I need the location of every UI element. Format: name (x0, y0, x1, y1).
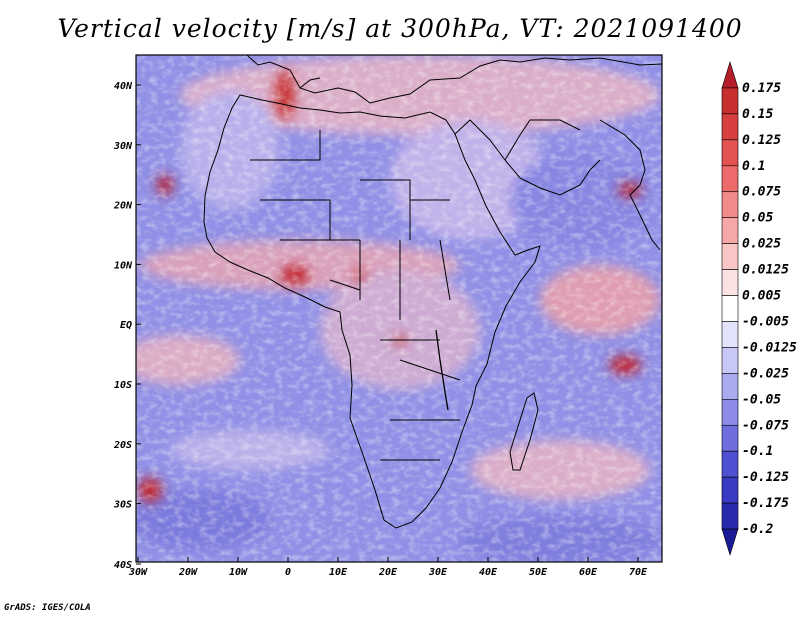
colorbar-label: -0.075 (742, 418, 789, 433)
lon-tick-label: 60E (579, 567, 598, 578)
lat-tick-label: 30S (113, 500, 132, 511)
lon-tick-label: 30W (128, 567, 148, 578)
lat-tick-label: 30N (113, 141, 133, 152)
colorbar: 0.175 0.15 0.125 0.1 0.075 0.05 0.025 0.0125 0.0… (721, 60, 797, 557)
colorbar-segment (721, 373, 739, 400)
colorbar-segment (721, 113, 739, 141)
lon-tick-label: 40E (479, 567, 498, 578)
lon-tick-label: 20W (178, 567, 198, 578)
longitude-axis: 30W 20W 10W 0 10E 20E 30E 40E 50E 60E 70E (128, 557, 648, 578)
lat-tick-label: EQ (120, 320, 132, 331)
colorbar-segment (721, 321, 739, 348)
colorbar-label: -0.2 (742, 522, 773, 537)
chart-title: Vertical velocity [m/s] at 300hPa, VT: 2… (57, 14, 743, 43)
coastlines (203, 55, 662, 529)
colorbar-segment (721, 269, 739, 296)
colorbar-label: 0.15 (742, 107, 773, 122)
colorbar-segment (721, 60, 739, 89)
plot-frame (135, 54, 663, 563)
colorbar-label: -0.05 (742, 392, 781, 407)
lat-tick-label: 10S (114, 380, 132, 391)
colorbar-segment (721, 87, 739, 115)
colorbar-segment (721, 450, 739, 478)
colorbar-segment (721, 243, 739, 270)
lat-tick-label: 20S (113, 440, 132, 451)
colorbar-label: -0.005 (742, 314, 789, 329)
lat-tick-label: 10N (114, 260, 133, 271)
lon-tick-label: 10W (229, 567, 248, 578)
colorbar-label: 0.1 (742, 159, 765, 174)
lon-tick-label: 20E (378, 567, 398, 578)
colorbar-label: 0.075 (742, 185, 781, 200)
colorbar-label: 0.005 (742, 289, 781, 304)
lon-tick-label: 10E (329, 567, 348, 578)
colorbar-segment (721, 347, 739, 374)
velocity-field (136, 55, 662, 562)
colorbar-label: 0.125 (742, 133, 781, 148)
lon-tick-label: 50E (529, 567, 548, 578)
latitude-axis: 40N 30N 20N 10N EQ 10S 20S 30S 40S (113, 81, 141, 571)
lon-tick-label: 0 (285, 567, 291, 578)
colorbar-label: 0.175 (742, 81, 781, 96)
colorbar-segment (721, 476, 739, 504)
colorbar-label: -0.025 (742, 366, 789, 381)
colorbar-label: 0.05 (742, 211, 773, 226)
colorbar-segment (721, 191, 739, 218)
colorbar-label: -0.1 (742, 444, 773, 459)
colorbar-segment (721, 139, 739, 167)
lon-tick-label: 30E (428, 567, 448, 578)
colorbar-label: 0.0125 (742, 263, 789, 278)
lon-tick-label: 70E (629, 567, 648, 578)
colorbar-label: -0.175 (742, 496, 789, 511)
colorbar-segment (721, 399, 739, 426)
colorbar-segment (721, 217, 739, 244)
colorbar-segment (721, 424, 739, 452)
colorbar-label: -0.125 (742, 470, 789, 485)
lat-tick-label: 20N (113, 201, 133, 212)
lat-tick-label: 40S (114, 560, 132, 571)
colorbar-segment (721, 528, 739, 557)
lat-tick-label: 40N (114, 81, 133, 92)
colorbar-segment (721, 502, 739, 530)
colorbar-label: -0.0125 (742, 340, 797, 355)
credit-text: GrADS: IGES/COLA (4, 603, 91, 613)
colorbar-label: 0.025 (742, 237, 781, 252)
colorbar-segment (721, 165, 739, 193)
colorbar-segment (721, 295, 739, 322)
